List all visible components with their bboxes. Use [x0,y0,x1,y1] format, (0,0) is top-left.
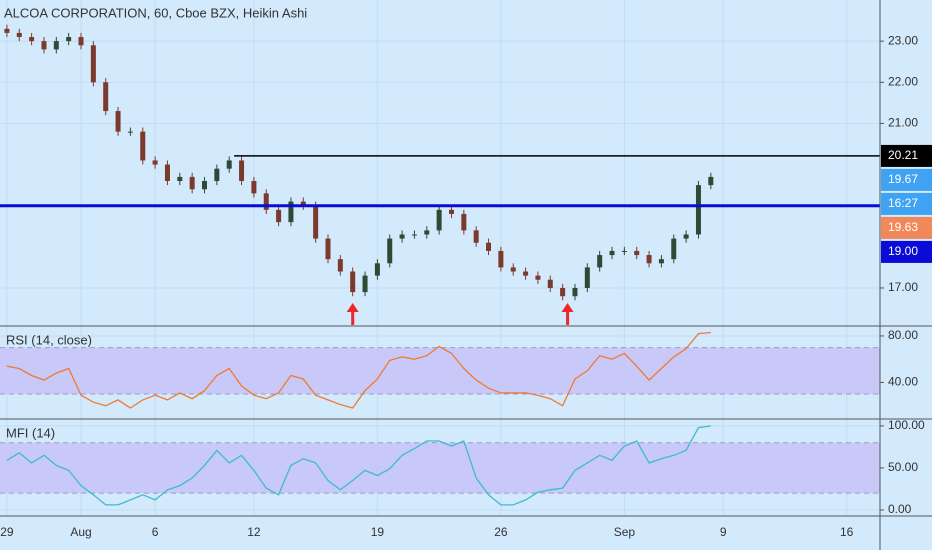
candle-body [16,32,22,38]
indicator-line [6,331,711,409]
candle-body [115,111,121,132]
y-tick-label: 23.00 [888,33,918,47]
candle-body [202,181,208,190]
candle-body [683,234,689,239]
candle-body [634,250,640,256]
candle-body [708,176,714,186]
candle-body [41,41,47,50]
candle-body [362,275,368,293]
candle-body [411,234,417,236]
y-tick-label: 17.00 [888,280,918,294]
candle-body [313,205,319,239]
candle-body [448,209,454,214]
candle-body [53,41,59,50]
candle-body [226,160,232,169]
price-label: 16:27 [888,196,918,210]
panel-title: MFI (14) [6,425,55,440]
y-tick-label: 100.00 [888,418,925,432]
candle-body [78,37,84,46]
chart-title: ALCOA CORPORATION, 60, Cboe BZX, Heikin … [4,5,307,20]
band [0,442,880,494]
candle-body [214,168,220,182]
candle-body [140,131,146,161]
candle-body [263,193,269,210]
arrow-head [346,303,359,312]
candle-body [387,238,393,264]
candle-body [436,209,442,231]
x-tick-label: 9 [720,525,727,539]
price-label: 19.00 [888,244,918,258]
candle-body [523,271,529,276]
candle-body [29,37,35,42]
y-tick-label: 0.00 [888,502,912,516]
candle-body [300,201,306,206]
price-label-box [881,192,932,215]
candle-body [535,275,541,280]
candle-body [152,160,158,165]
candle-body [486,242,492,251]
candle-body [498,250,504,268]
price-label: 20.21 [888,148,918,162]
candle-body [90,45,96,83]
candle-body [646,255,652,264]
candle-body [547,279,553,288]
arrow-head [561,303,574,312]
band [0,347,880,395]
candle-body [560,287,566,297]
price-label-box [881,144,932,167]
x-tick-label: 16 [840,525,854,539]
candle-body [597,255,603,268]
candle-body [177,176,183,182]
candle-body [424,230,430,235]
x-tick-label: Aug [70,525,91,539]
panel-title: RSI (14, close) [6,332,92,347]
candle-body [621,250,627,252]
x-tick-label: Sep [614,525,636,539]
candle-body [609,250,615,256]
candle-body [325,238,331,260]
candle-body [671,238,677,260]
candle-body [399,234,405,239]
candle-body [164,164,170,182]
x-tick-label: 6 [152,525,159,539]
x-tick-label: 29 [0,525,14,539]
x-tick-label: 26 [494,525,508,539]
candle-body [695,185,701,235]
y-tick-label: 50.00 [888,460,918,474]
candle-body [276,209,282,223]
candle-body [510,267,516,272]
candle-body [350,271,356,293]
candle-body [461,213,467,231]
x-tick-label: 19 [371,525,385,539]
candle-body [251,181,257,194]
y-tick-label: 21.00 [888,116,918,130]
y-tick-label: 40.00 [888,375,918,389]
candle-body [374,263,380,276]
candle-body [584,267,590,288]
price-label: 19.63 [888,220,918,234]
candle-body [337,259,343,272]
price-label-box [881,240,932,263]
x-tick-label: 12 [247,525,261,539]
candle-body [66,37,72,42]
price-label: 19.67 [888,172,918,186]
candle-body [127,131,133,133]
candle-body [103,82,109,112]
candle-body [4,28,10,33]
price-label-box [881,216,932,239]
candle-body [288,201,294,223]
candle-body [572,287,578,297]
y-tick-label: 22.00 [888,74,918,88]
candle-body [658,259,664,264]
y-tick-label: 80.00 [888,328,918,342]
candle-body [189,176,195,190]
indicator-line [6,425,711,506]
candle-body [239,160,245,182]
price-label-box [881,168,932,191]
candle-body [473,230,479,243]
